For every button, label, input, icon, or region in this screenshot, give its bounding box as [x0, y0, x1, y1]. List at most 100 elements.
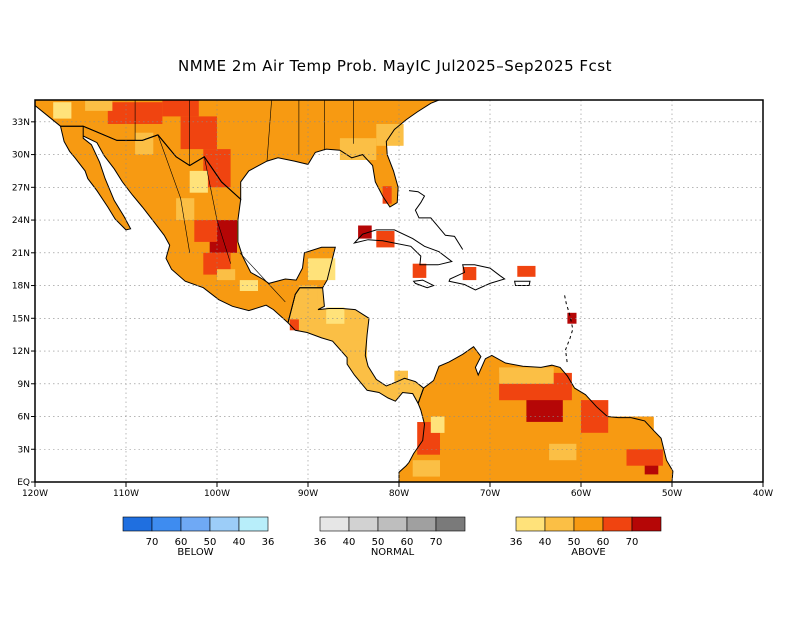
coast-mexico — [59, 125, 336, 324]
y-tick-label: 24N — [12, 216, 30, 226]
prob-cell — [394, 370, 408, 382]
prob-cell — [203, 252, 231, 275]
legend-swatch — [238, 516, 269, 532]
y-tick-label: 27N — [12, 183, 30, 193]
prob-cell — [326, 307, 345, 324]
x-tick-label: 90W — [298, 489, 318, 499]
prob-cell — [180, 116, 217, 150]
prob-cell — [517, 265, 536, 277]
legend-normal: 36 40 50 60 70 NORMAL — [314, 516, 466, 558]
coastline-layer — [34, 99, 674, 483]
x-tick-label: 80W — [389, 489, 409, 499]
x-tick-label: 50W — [662, 489, 682, 499]
fill-us-south — [35, 100, 439, 207]
x-tick-label: 70W — [480, 489, 500, 499]
state-border — [239, 252, 286, 303]
legend-swatch — [151, 516, 182, 532]
legend-swatch — [406, 516, 437, 532]
legend-value: 60 — [175, 537, 188, 548]
y-tick-label: 9N — [18, 380, 30, 390]
coast-cuba — [352, 229, 453, 266]
legend-value: 40 — [233, 537, 246, 548]
prob-cell — [217, 269, 236, 281]
prob-cell — [53, 102, 72, 119]
y-tick-label: 12N — [12, 347, 30, 357]
legend-swatch — [515, 516, 546, 532]
prob-cell — [462, 267, 477, 281]
y-tick-label: EQ — [17, 478, 30, 488]
legend-swatch — [209, 516, 240, 532]
legend-value: 70 — [146, 537, 159, 548]
prob-cell — [549, 443, 577, 461]
state-border — [266, 99, 272, 162]
coast-bahamas — [408, 190, 464, 250]
y-tick-label: 15N — [12, 314, 30, 324]
legend-value: 40 — [343, 537, 356, 548]
coast-jamaica — [412, 279, 435, 289]
y-tick-label: 21N — [12, 249, 30, 259]
prob-cell — [194, 220, 218, 242]
legend-value: 60 — [401, 537, 414, 548]
prob-cell — [298, 285, 318, 308]
x-tick-label: 60W — [571, 489, 591, 499]
prob-cell — [412, 460, 440, 477]
prob-cell — [412, 263, 427, 278]
axis-ticks: 120W 110W 100W 90W 80W 70W 60W 50W 40W EQ 3N 6N 9N 12… — [12, 118, 773, 499]
coast-central-america — [287, 287, 425, 405]
prob-cell — [162, 100, 199, 117]
legend-value: 70 — [430, 537, 443, 548]
legend-swatch — [631, 516, 662, 532]
prob-cell — [608, 416, 654, 444]
probability-fill-layer — [35, 100, 673, 482]
legend-swatch — [435, 516, 466, 532]
prob-cell — [430, 416, 445, 433]
legend-swatch — [180, 516, 211, 532]
legend-value: 50 — [568, 537, 581, 548]
legend-value: 70 — [626, 537, 639, 548]
y-tick-label: 30N — [12, 151, 30, 161]
prob-cell — [85, 100, 113, 111]
x-tick-label: 120W — [22, 489, 48, 499]
legend-category-label: NORMAL — [371, 547, 415, 558]
legend-value: 40 — [539, 537, 552, 548]
legend-swatch — [602, 516, 633, 532]
y-tick-label: 18N — [12, 282, 30, 292]
prob-cell — [189, 170, 208, 193]
y-tick-label: 33N — [12, 118, 30, 128]
x-tick-label: 110W — [113, 489, 139, 499]
map-title: NMME 2m Air Temp Prob. MayIC Jul2025–Sep… — [178, 57, 612, 75]
prob-cell — [626, 449, 663, 466]
prob-cell — [289, 319, 299, 331]
legend-value: 36 — [510, 537, 523, 548]
legend-value: 50 — [204, 537, 217, 548]
legend-swatch — [348, 516, 379, 532]
legend-below: 70 60 50 40 36 BELOW — [122, 516, 275, 558]
legend-category-label: ABOVE — [571, 547, 605, 558]
prob-cell — [581, 400, 609, 433]
prob-cell — [499, 367, 554, 384]
coast-south-america — [398, 346, 674, 483]
coast-puerto-rico — [513, 280, 531, 286]
prob-cell — [382, 186, 392, 204]
prob-cell — [376, 231, 395, 248]
y-tick-label: 3N — [18, 445, 30, 455]
legend-swatch — [319, 516, 350, 532]
legend-value: 50 — [372, 537, 385, 548]
legend-swatch — [544, 516, 575, 532]
x-tick-label: 40W — [753, 489, 773, 499]
legend-swatch — [573, 516, 604, 532]
legend-value: 60 — [597, 537, 610, 548]
prob-cell — [339, 138, 377, 160]
coast-hispaniola — [448, 264, 506, 291]
prob-cell — [239, 280, 258, 291]
state-border — [157, 134, 190, 253]
prob-cell — [526, 400, 563, 422]
state-border — [204, 156, 231, 264]
x-tick-label: 100W — [204, 489, 230, 499]
gridlines — [35, 100, 763, 482]
legend-above: 36 40 50 60 70 ABOVE — [510, 516, 662, 558]
legend-value: 36 — [262, 537, 275, 548]
prob-cell — [135, 132, 154, 155]
